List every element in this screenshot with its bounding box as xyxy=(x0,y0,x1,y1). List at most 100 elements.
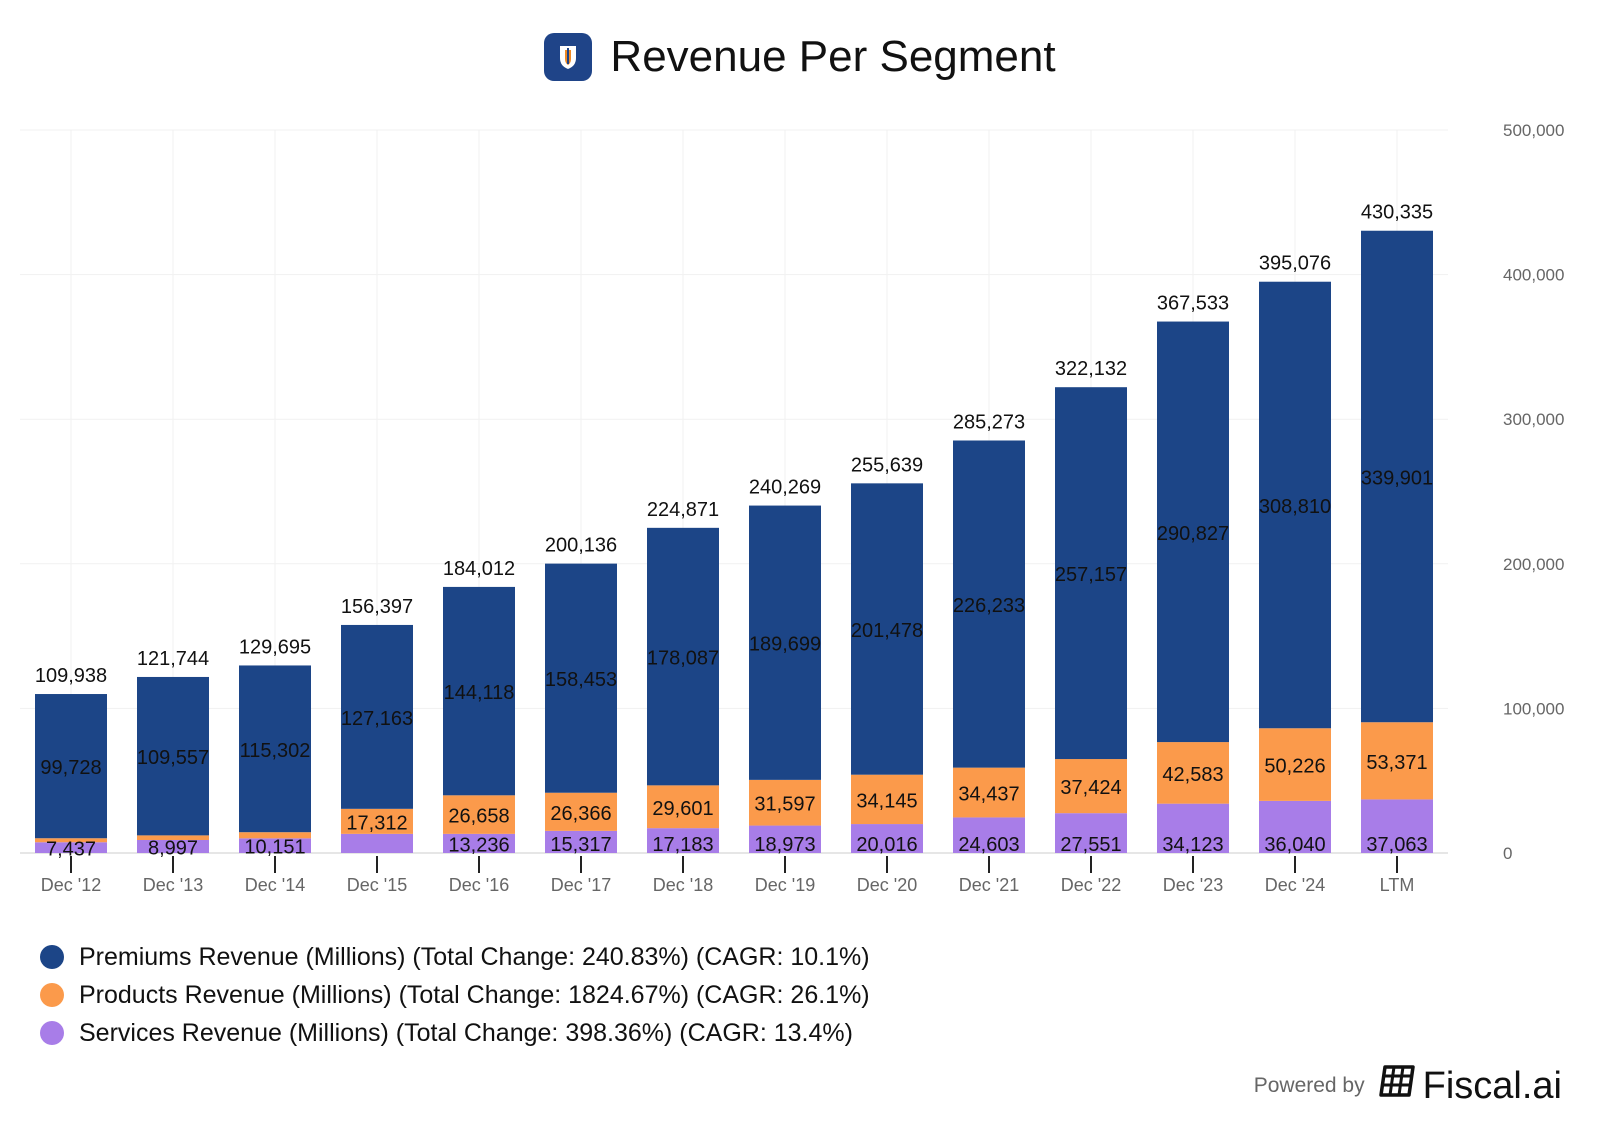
bar-segment-premiums xyxy=(341,624,413,809)
bar-segment-products xyxy=(137,835,209,840)
bar-segment-services xyxy=(1259,800,1331,853)
chart-legend: Premiums Revenue (Millions) (Total Chang… xyxy=(40,938,870,1052)
bar-segment-premiums xyxy=(1157,321,1229,743)
bar-segment-products xyxy=(1361,722,1433,800)
data-label-products: 26,366 xyxy=(550,803,611,825)
data-label-premiums: 201,478 xyxy=(851,620,923,642)
x-tick-label: Dec '12 xyxy=(41,875,101,895)
data-label-services: 8,997 xyxy=(148,837,198,859)
total-label: 430,335 xyxy=(1361,202,1433,224)
x-tick-label: Dec '21 xyxy=(959,875,1019,895)
y-tick-label: 500,000 xyxy=(1503,121,1564,140)
data-label-services: 18,973 xyxy=(754,834,815,856)
legend-item-products[interactable]: Products Revenue (Millions) (Total Chang… xyxy=(40,976,870,1014)
legend-item-services[interactable]: Services Revenue (Millions) (Total Chang… xyxy=(40,1014,870,1052)
data-label-services: 24,603 xyxy=(958,834,1019,856)
data-label-products: 34,437 xyxy=(958,784,1019,806)
data-label-premiums: 290,827 xyxy=(1157,523,1229,545)
powered-by-footer[interactable]: Powered by Fiscal.ai xyxy=(1254,1064,1562,1108)
bar-segment-services xyxy=(1157,803,1229,853)
bar-segment-products xyxy=(953,767,1025,818)
bar-segment-products xyxy=(1259,728,1331,801)
x-tick-label: Dec '23 xyxy=(1163,875,1223,895)
data-label-premiums: 109,557 xyxy=(137,747,209,769)
bar-segment-products xyxy=(443,795,515,834)
bar-segment-services xyxy=(443,833,515,853)
x-tick-label: Dec '13 xyxy=(143,875,203,895)
bar-segment-services xyxy=(545,830,617,853)
bar-segment-premiums xyxy=(35,694,107,839)
bar-segment-products xyxy=(1157,742,1229,804)
data-label-services: 36,040 xyxy=(1264,834,1325,856)
bar-segment-services xyxy=(35,842,107,853)
total-label: 285,273 xyxy=(953,411,1025,433)
data-label-services: 37,063 xyxy=(1366,834,1427,856)
bar-segment-services xyxy=(953,817,1025,853)
data-label-products: 42,583 xyxy=(1162,764,1223,786)
bar-segment-services xyxy=(749,825,821,853)
bar-segment-products xyxy=(749,779,821,826)
bar-segment-premiums xyxy=(749,505,821,780)
x-tick-label: Dec '22 xyxy=(1061,875,1121,895)
x-tick-label: Dec '24 xyxy=(1265,875,1325,895)
y-tick-label: 400,000 xyxy=(1503,266,1564,285)
bar-segment-premiums xyxy=(137,676,209,836)
bar-segment-premiums xyxy=(1259,281,1331,729)
bar-segment-services xyxy=(1361,799,1433,853)
total-label: 121,744 xyxy=(137,648,209,670)
data-label-products: 37,424 xyxy=(1060,777,1121,799)
x-tick-label: Dec '18 xyxy=(653,875,713,895)
data-label-products: 34,145 xyxy=(856,790,917,812)
total-label: 129,695 xyxy=(239,636,311,658)
bar-segment-products xyxy=(1055,759,1127,814)
fiscal-ai-logo-icon xyxy=(1377,1064,1417,1108)
bar-segment-products xyxy=(239,832,311,839)
legend-item-premiums[interactable]: Premiums Revenue (Millions) (Total Chang… xyxy=(40,938,870,976)
bar-segment-services xyxy=(647,828,719,853)
data-label-products: 50,226 xyxy=(1264,756,1325,778)
shield-logo-icon xyxy=(544,33,593,81)
fiscal-ai-wordmark: Fiscal.ai xyxy=(1422,1064,1562,1107)
total-label: 240,269 xyxy=(749,477,821,499)
data-label-services: 34,123 xyxy=(1162,834,1223,856)
data-label-premiums: 99,728 xyxy=(40,757,101,779)
data-label-services: 10,151 xyxy=(244,837,305,859)
bar-segment-premiums xyxy=(545,563,617,793)
total-label: 255,639 xyxy=(851,454,923,476)
total-label: 367,533 xyxy=(1157,293,1229,315)
total-label: 200,136 xyxy=(545,535,617,557)
x-tick-label: Dec '19 xyxy=(755,875,815,895)
bar-segment-premiums xyxy=(647,527,719,786)
data-label-services: 7,437 xyxy=(46,839,96,861)
data-label-products: 29,601 xyxy=(652,798,713,820)
data-label-services: 17,183 xyxy=(652,834,713,856)
fiscal-ai-brand: Fiscal.ai xyxy=(1377,1064,1562,1108)
bar-segment-premiums xyxy=(953,440,1025,768)
legend-label-premiums: Premiums Revenue (Millions) (Total Chang… xyxy=(79,942,870,971)
data-label-products: 53,371 xyxy=(1366,752,1427,774)
data-label-products: 26,658 xyxy=(448,806,509,828)
x-tick-label: Dec '20 xyxy=(857,875,917,895)
data-label-premiums: 226,233 xyxy=(953,595,1025,617)
data-label-premiums: 158,453 xyxy=(545,669,617,691)
total-label: 322,132 xyxy=(1055,358,1127,380)
data-label-services: 13,236 xyxy=(448,834,509,856)
data-label-services: 20,016 xyxy=(856,834,917,856)
data-label-services: 27,551 xyxy=(1060,834,1121,856)
data-label-products: 17,312 xyxy=(346,812,407,834)
legend-dot-services xyxy=(40,1021,64,1045)
bar-segment-services xyxy=(137,839,209,853)
bar-segment-services xyxy=(239,838,311,853)
y-tick-label: 300,000 xyxy=(1503,410,1564,429)
bar-segment-premiums xyxy=(1361,230,1433,723)
total-label: 156,397 xyxy=(341,596,413,618)
x-tick-label: Dec '17 xyxy=(551,875,611,895)
total-label: 224,871 xyxy=(647,499,719,521)
data-label-premiums: 178,087 xyxy=(647,648,719,670)
bar-segment-services xyxy=(851,824,923,853)
x-tick-label: LTM xyxy=(1380,875,1415,895)
total-label: 395,076 xyxy=(1259,253,1331,275)
bar-segment-premiums xyxy=(443,586,515,796)
legend-label-products: Products Revenue (Millions) (Total Chang… xyxy=(79,980,870,1009)
bar-segment-premiums xyxy=(851,483,923,775)
